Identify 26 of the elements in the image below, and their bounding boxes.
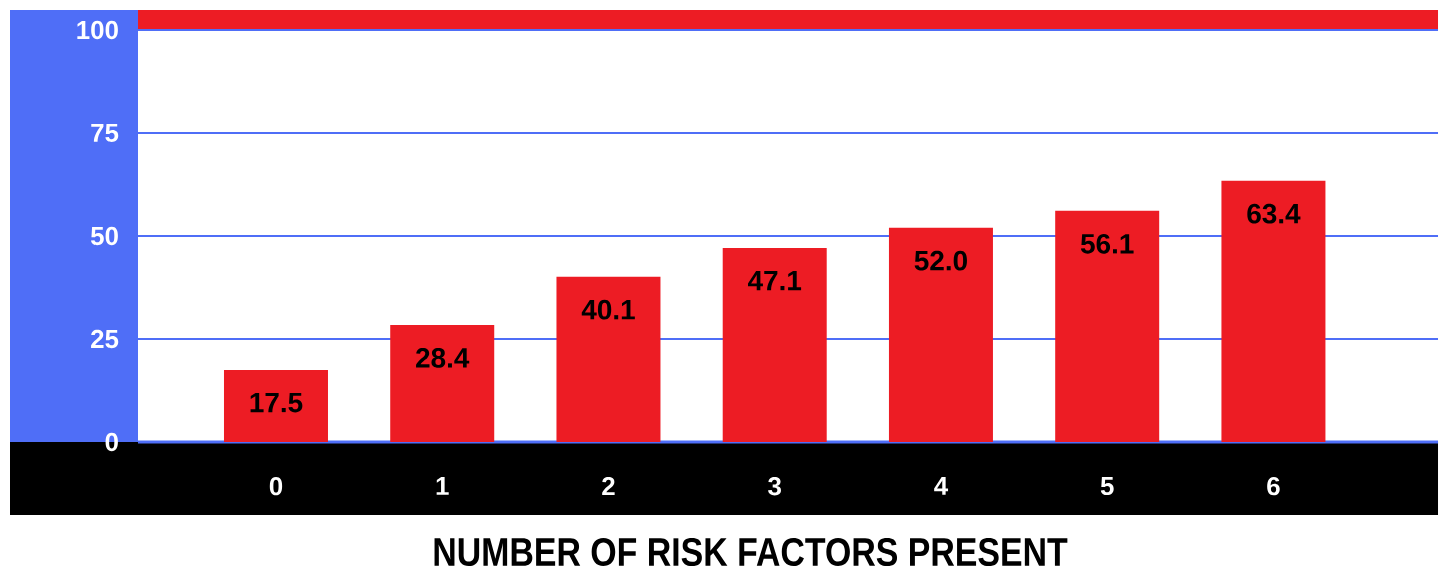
bar [223,369,328,442]
bar [722,247,827,442]
bar [888,227,993,442]
bar [1055,210,1160,442]
x-tick-label: 0 [269,477,283,496]
x-tick-label: 3 [768,477,781,496]
y-tick-label: 25 [91,329,119,349]
y-tick-label: 75 [91,123,119,143]
x-tick-label: 4 [934,477,949,495]
x-axis-title: NUMBER OF RISK FACTORS PRESENT [434,537,1068,567]
data-label: 63.4 [1247,203,1301,224]
x-tick-label: 1 [436,477,449,495]
x-tick-label: 6 [1267,477,1280,496]
y-tick-label: 50 [90,226,118,246]
bar [1221,180,1326,442]
data-label: 47.1 [748,270,802,291]
y-tick-label: 100 [77,20,118,40]
data-label: 52.0 [914,250,967,271]
x-tick-label: 2 [602,477,615,496]
data-label: 17.5 [250,392,303,413]
bar [556,276,661,442]
data-label: 28.4 [416,348,470,368]
bar [390,324,495,442]
data-label: 40.1 [581,299,635,320]
data-label: 56.1 [1080,233,1134,254]
x-tick-label: 5 [1100,477,1114,496]
